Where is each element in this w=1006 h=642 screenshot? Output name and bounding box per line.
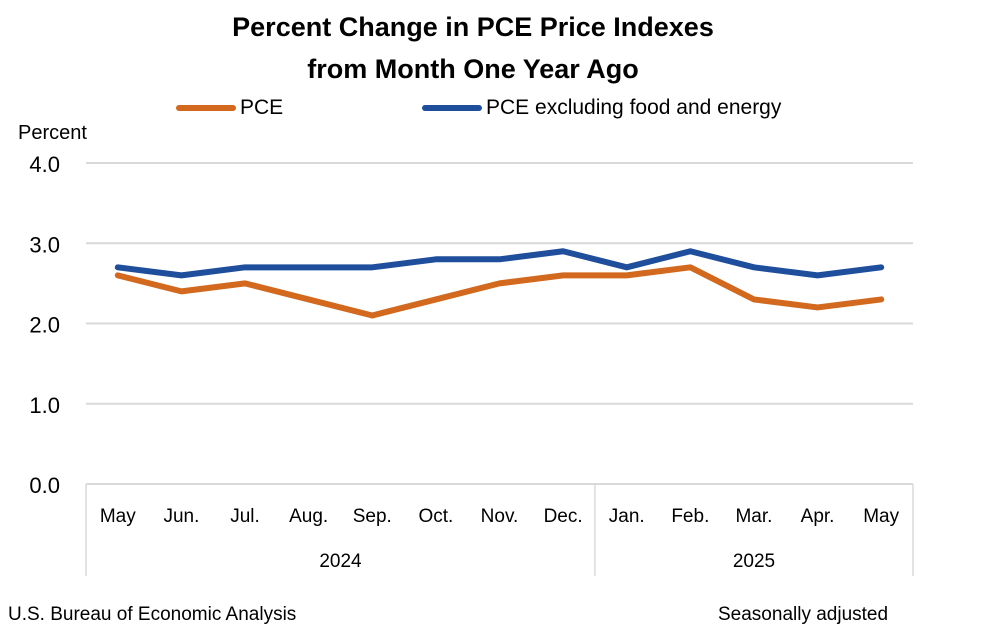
y-tick-label: 0.0: [29, 473, 60, 498]
y-tick-label: 4.0: [29, 152, 60, 177]
chart-subtitle: from Month One Year Ago: [307, 54, 639, 84]
x-tick-label: Oct.: [418, 506, 453, 527]
y-tick-label: 2.0: [29, 313, 60, 338]
legend-label-pce: PCE: [240, 96, 284, 119]
series-line-pce: [114, 264, 885, 319]
x-tick-label: Jun.: [163, 506, 199, 527]
x-tick-label: Nov.: [481, 506, 519, 527]
y-tick-label: 3.0: [29, 232, 60, 257]
x-tick-label: May: [100, 506, 136, 527]
x-tick-label: Apr.: [801, 506, 835, 527]
x-tick-label: Feb.: [671, 506, 709, 527]
legend-swatch-pce: [176, 105, 236, 111]
x-tick-label: Dec.: [544, 506, 583, 527]
legend-swatch-core-pce: [422, 105, 482, 111]
seasonal-note: Seasonally adjusted: [718, 604, 889, 625]
x-tick-label: May: [863, 506, 899, 527]
source-note: U.S. Bureau of Economic Analysis: [8, 604, 297, 625]
x-tick-label: Jul.: [230, 506, 260, 527]
y-axis-label: Percent: [18, 122, 87, 144]
legend-label-core-pce: PCE excluding food and energy: [486, 96, 782, 119]
x-year-label: 2024: [319, 551, 362, 572]
series-line-core-pce: [114, 248, 885, 279]
chart-title: Percent Change in PCE Price Indexes: [232, 12, 714, 42]
legend-item-core-pce: PCE excluding food and energy: [422, 96, 781, 120]
legend-item-pce: PCE: [176, 96, 283, 120]
x-year-label: 2025: [733, 551, 775, 572]
x-tick-label: Aug.: [289, 506, 328, 527]
x-tick-label: Sep.: [353, 506, 392, 527]
x-tick-label: Jan.: [609, 506, 645, 527]
x-tick-label: Mar.: [735, 506, 772, 527]
y-tick-label: 1.0: [29, 393, 60, 418]
